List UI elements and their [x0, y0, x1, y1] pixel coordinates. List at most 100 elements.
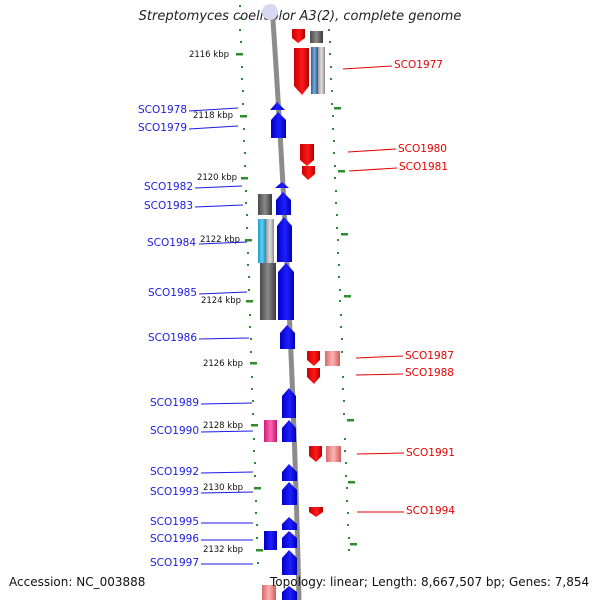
scale-label: 2126 kbp	[203, 359, 243, 369]
accession-text: Accession: NC_003888	[9, 575, 146, 589]
feature-block-salmon-1987[interactable]	[325, 351, 340, 366]
scale-label: 2118 kbp	[193, 111, 233, 121]
scale-label: 2124 kbp	[201, 296, 241, 306]
gene-arrow-top[interactable]	[292, 29, 305, 43]
feature-block-grey[interactable]	[258, 194, 272, 215]
gene-arrow-sco1980[interactable]	[300, 144, 314, 166]
gene-label-sco1995[interactable]: SCO1995	[150, 516, 199, 528]
gene-label-sco1990[interactable]: SCO1990	[150, 425, 199, 437]
gene-arrow-sco1989[interactable]	[282, 388, 296, 418]
gene-label-sco1985[interactable]: SCO1985	[148, 287, 197, 299]
gene-label-sco1982[interactable]: SCO1982	[144, 181, 193, 193]
leader-line	[200, 402, 253, 405]
gene-arrow-sco1984[interactable]	[277, 217, 292, 262]
scale-labels: 2116 kbp 2118 kbp 2120 kbp 2122 kbp 2124…	[189, 50, 243, 555]
scale-major-ticks	[236, 53, 263, 552]
left-scale-line	[239, 5, 259, 564]
right-scale-line	[328, 29, 350, 551]
leader-line	[347, 148, 397, 153]
reverse-strand-genes	[264, 102, 297, 600]
leader-line	[200, 491, 254, 494]
gene-label-sco1993[interactable]: SCO1993	[150, 486, 199, 498]
leader-line	[355, 355, 404, 359]
left-gene-label-texts: SCO1978 SCO1979 SCO1982 SCO1983 SCO1984 …	[138, 104, 199, 569]
gene-label-sco1989[interactable]: SCO1989	[150, 397, 199, 409]
gene-label-sco1977[interactable]: SCO1977	[394, 59, 443, 71]
leader-line	[194, 204, 244, 208]
leader-line	[200, 430, 254, 433]
gene-arrow-sco1982[interactable]	[275, 182, 289, 188]
gene-label-sco1994[interactable]: SCO1994	[406, 505, 455, 517]
feature-block-lightgrey[interactable]	[266, 219, 274, 263]
gene-label-sco1979[interactable]: SCO1979	[138, 122, 187, 134]
gene-arrow-sco1991[interactable]	[309, 446, 322, 462]
gene-label-sco1981[interactable]: SCO1981	[399, 161, 448, 173]
feature-block-lightgrey-top[interactable]	[318, 47, 325, 94]
leader-line	[348, 167, 398, 172]
gene-label-sco1991[interactable]: SCO1991	[406, 447, 455, 459]
feature-block-grey-tall[interactable]	[260, 263, 276, 320]
leader-line	[342, 65, 393, 70]
left-gene-labels	[188, 107, 254, 565]
genome-summary-text: Topology: linear; Length: 8,667,507 bp; …	[270, 575, 590, 589]
gene-arrow-sco1979[interactable]	[271, 112, 286, 138]
leader-line	[188, 107, 239, 112]
gene-arrow-sco1981[interactable]	[302, 166, 315, 180]
gene-arrow-sco1986[interactable]	[280, 325, 295, 349]
gene-arrow-sco1977[interactable]	[294, 48, 309, 95]
gene-arrow-sco1996b[interactable]	[282, 531, 297, 548]
gene-label-sco1984[interactable]: SCO1984	[147, 237, 196, 249]
gene-block-sco1996[interactable]	[264, 531, 277, 550]
left-feature-blocks	[258, 194, 277, 600]
right-gene-label-texts: SCO1977 SCO1980 SCO1981 SCO1987 SCO1988 …	[394, 59, 455, 517]
leader-line	[188, 125, 239, 130]
gene-arrow-sco1995[interactable]	[282, 517, 297, 530]
scale-label: 2120 kbp	[197, 173, 237, 183]
gene-arrow-sco1990[interactable]	[282, 420, 296, 442]
gene-label-sco1988[interactable]: SCO1988	[405, 367, 454, 379]
right-scale-ticks	[334, 107, 357, 546]
feature-block-steel[interactable]	[311, 47, 318, 94]
gene-arrow-sco1987[interactable]	[307, 351, 320, 366]
gene-label-sco1983[interactable]: SCO1983	[144, 200, 193, 212]
feature-block-pink[interactable]	[264, 420, 277, 442]
leader-line	[356, 452, 405, 455]
genome-origin-marker	[262, 4, 278, 20]
gene-label-sco1978[interactable]: SCO1978	[138, 104, 187, 116]
leader-line	[355, 373, 404, 376]
feature-block-salmon-bottom[interactable]	[262, 585, 276, 600]
scale-label: 2130 kbp	[203, 483, 243, 493]
gene-label-sco1996[interactable]: SCO1996	[150, 533, 199, 545]
gene-label-sco1986[interactable]: SCO1986	[148, 332, 197, 344]
page-title: Streptomyces coelicolor A3(2), complete …	[138, 9, 462, 24]
leader-line	[194, 185, 243, 189]
gene-label-sco1987[interactable]: SCO1987	[405, 350, 454, 362]
gene-label-sco1992[interactable]: SCO1992	[150, 466, 199, 478]
feature-block-cyan[interactable]	[258, 219, 266, 263]
leader-line	[198, 291, 248, 295]
leader-line	[200, 471, 254, 474]
scale-label: 2132 kbp	[203, 545, 243, 555]
gene-arrow-sco1988[interactable]	[307, 368, 320, 384]
gene-arrow-sco1985[interactable]	[278, 263, 294, 320]
scale-label: 2116 kbp	[189, 50, 229, 60]
forward-strand-genes	[292, 29, 341, 517]
gene-arrow-partial[interactable]	[282, 586, 297, 600]
gene-arrow-sco1997[interactable]	[282, 550, 297, 575]
right-gene-labels	[342, 65, 405, 513]
feature-block-salmon-1991[interactable]	[326, 446, 341, 462]
gene-arrow-sco1983[interactable]	[276, 192, 291, 215]
gene-arrow-sco1994[interactable]	[309, 507, 323, 517]
leader-line	[198, 241, 248, 245]
scale-label: 2122 kbp	[200, 235, 240, 245]
gene-label-sco1997[interactable]: SCO1997	[150, 557, 199, 569]
feature-block-grey-top[interactable]	[310, 31, 323, 43]
scale-label: 2128 kbp	[203, 421, 243, 431]
gene-arrow-sco1993[interactable]	[282, 482, 297, 505]
gene-arrow-sco1992[interactable]	[282, 464, 297, 481]
gene-arrow-sco1978[interactable]	[270, 102, 285, 110]
leader-line	[198, 337, 250, 340]
gene-label-sco1980[interactable]: SCO1980	[398, 143, 447, 155]
